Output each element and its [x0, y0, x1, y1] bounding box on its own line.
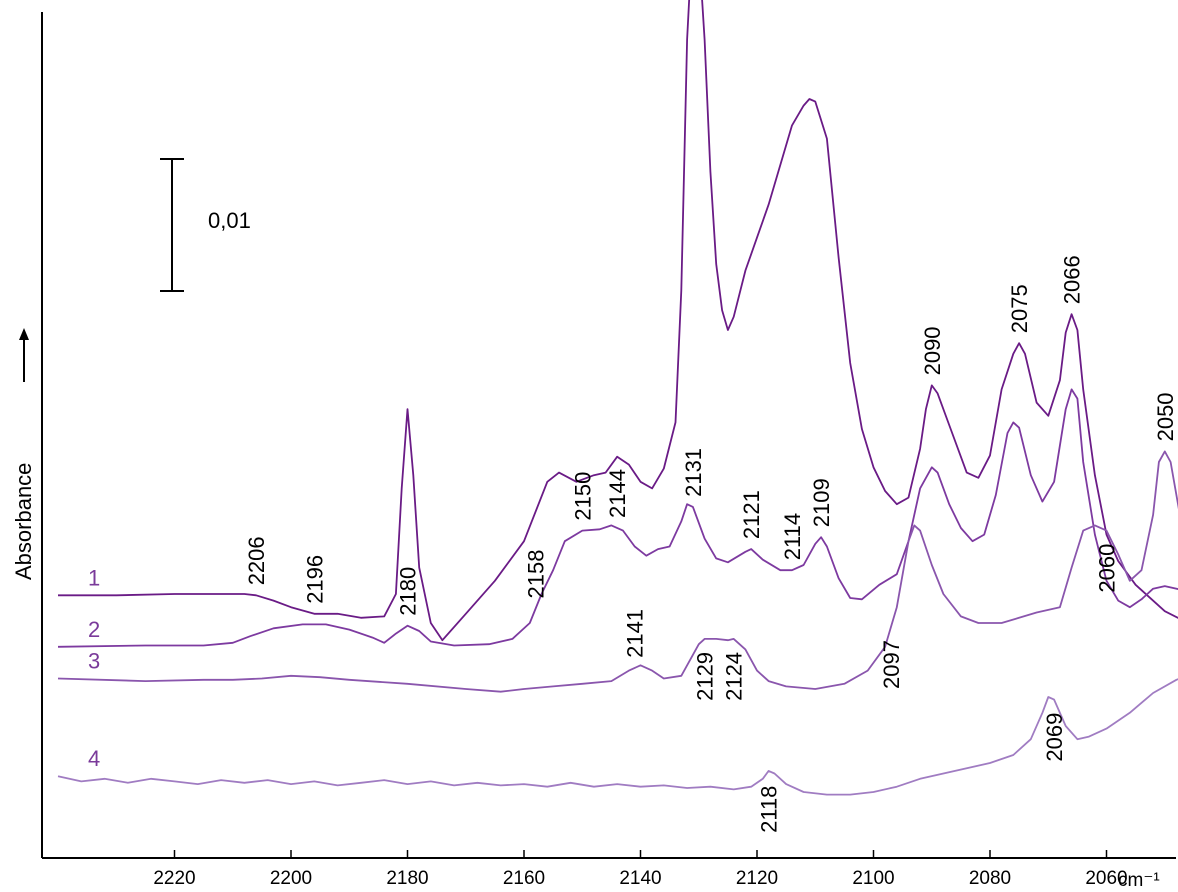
spectrum-line-2: [57, 388, 1178, 648]
y-axis-arrow-head: [19, 328, 29, 340]
x-tick-label: 2200: [270, 868, 312, 889]
y-axis-label: Absorbance: [11, 463, 36, 580]
peak-label: 2066: [1060, 255, 1085, 304]
x-axis-unit-label: cm⁻¹: [1118, 870, 1160, 891]
peak-label: 2118: [757, 786, 782, 833]
x-tick-label: 2060: [1085, 868, 1127, 889]
curve-number-label-1: 1: [88, 565, 100, 590]
spectrum-line-1: [58, 0, 1178, 642]
peak-label: 2090: [920, 326, 945, 375]
peak-label: 2141: [623, 609, 648, 658]
curve-number-label-3: 3: [88, 648, 100, 673]
peak-label: 2180: [396, 567, 421, 616]
peak-label: 2158: [524, 550, 549, 599]
peak-label: 2109: [809, 478, 834, 527]
scale-bar: 0,01: [160, 158, 251, 292]
x-tick-label: 2080: [969, 868, 1011, 889]
spectra-curves: 1 2 3 4: [57, 0, 1178, 796]
x-tick-label: 2220: [153, 868, 195, 889]
scale-bar-label: 0,01: [208, 208, 251, 233]
x-tick-label: 2100: [852, 868, 894, 889]
curve-number-label-4: 4: [88, 746, 100, 771]
peak-label: 2097: [879, 640, 904, 689]
peak-label: 2150: [570, 472, 595, 521]
peak-label: 2050: [1153, 392, 1178, 441]
x-tick-label: 2180: [386, 868, 428, 889]
axes: [41, 12, 1176, 859]
x-tick-label: 2140: [619, 868, 661, 889]
peak-label: 2129: [693, 652, 718, 701]
peak-label: 2114: [780, 513, 805, 560]
peak-label: 2206: [244, 536, 269, 585]
peak-label: 2060: [1095, 544, 1120, 593]
spectrum-line-4: [57, 678, 1178, 796]
x-tick-label: 2160: [503, 868, 545, 889]
spectrum-line-3: [57, 450, 1178, 693]
curve-number-label-2: 2: [88, 617, 100, 642]
y-axis-label-group: Absorbance: [11, 328, 36, 580]
peak-label: 2124: [722, 652, 747, 701]
peak-label: 2131: [681, 448, 706, 497]
peak-labels: 2206 2196 2180 2158 2150 2144 2131 2121 21142109…: [244, 255, 1178, 833]
peak-label: 2075: [1007, 284, 1032, 333]
peak-label: 2144: [605, 469, 630, 518]
x-tick-label: 2120: [736, 868, 778, 889]
x-ticks: 2220 2200 2180 2160 2140 2120 2100 2080 2060: [153, 850, 1128, 889]
peak-label: 2069: [1042, 713, 1067, 762]
peak-label: 2121: [739, 490, 764, 539]
peak-label: 2196: [302, 555, 327, 604]
